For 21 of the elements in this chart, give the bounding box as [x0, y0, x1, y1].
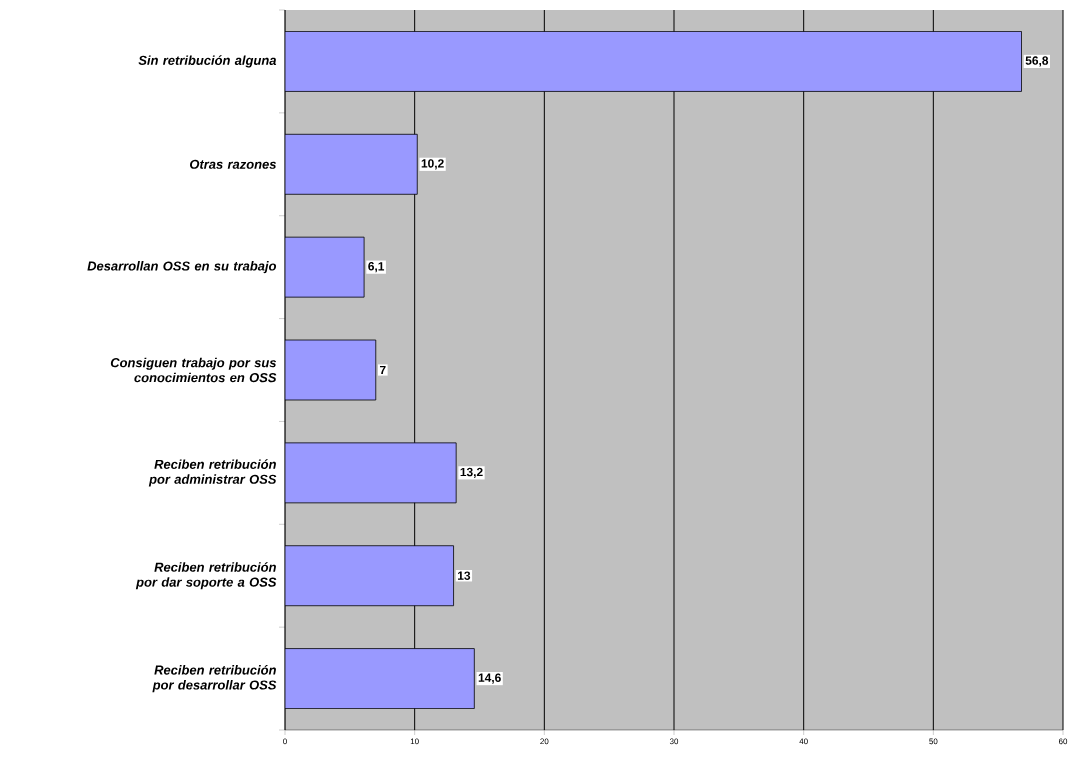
- bar: [285, 31, 1022, 92]
- bar: [285, 133, 418, 195]
- bar: [285, 442, 457, 504]
- data-label: 56,8: [1025, 56, 1049, 67]
- y-tick-label: Desarrollan OSS en su trabajo: [87, 261, 277, 274]
- bar: [285, 339, 377, 401]
- y-tick-label: Reciben retribución por dar soporte a OSS: [135, 562, 277, 590]
- data-label: 10,2: [421, 159, 444, 170]
- data-label: 13: [458, 571, 471, 580]
- data-label: 7: [379, 365, 386, 375]
- y-tick-label: Reciben retribución por desarrollar OSS: [152, 665, 277, 693]
- y-tick-label: Reciben retribución por administrar OSS: [148, 459, 277, 487]
- y-tick-label: Consiguen trabajo por sus conocimientos en OSS: [110, 357, 277, 383]
- y-tick-label: Otras razones: [190, 159, 277, 169]
- bar: [285, 545, 454, 607]
- y-tick-label: Sin retribución alguna: [138, 55, 277, 68]
- bar: [285, 236, 365, 298]
- data-label: 13,2: [460, 467, 483, 478]
- data-label: 6,1: [368, 262, 385, 273]
- data-label: 14,6: [478, 673, 501, 684]
- bar: [285, 648, 475, 709]
